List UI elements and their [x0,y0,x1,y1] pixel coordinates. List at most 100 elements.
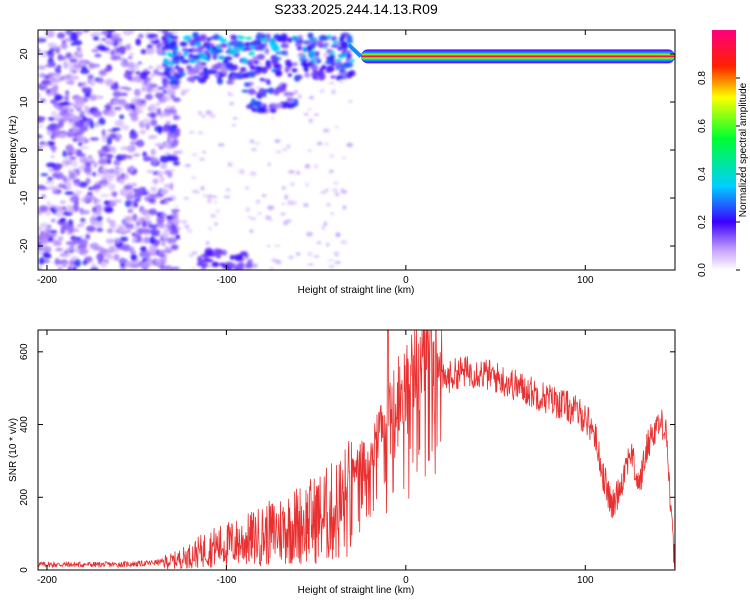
noise-cell [56,32,66,39]
cluster-cell [273,88,280,96]
noise-cell [155,65,165,70]
cluster-cell [346,71,353,79]
noise-cell [107,154,114,159]
faint-cell [334,261,342,264]
faint-cell [334,125,339,129]
cluster-cell [271,45,281,51]
noise-cell [119,178,125,185]
noise-cell [159,188,169,195]
noise-cell [135,38,142,46]
faint-cell [328,265,335,268]
cluster-cell [196,48,204,53]
cluster-cell [164,38,170,45]
noise-cell [59,217,67,223]
noise-cell [56,64,62,69]
faint-cell [271,258,278,263]
noise-cell [171,156,179,162]
cluster-cell [243,41,252,47]
noise-cell [53,85,58,91]
cluster-cell [177,67,185,74]
noise-cell [113,81,119,90]
noise-cell [124,102,131,111]
cluster-cell [186,76,196,82]
cluster-cell [260,67,268,74]
noise-cell [148,208,158,216]
low-freq-cell [196,262,204,267]
faint-cell [324,188,329,192]
noise-cell [101,129,106,137]
noise-cell [151,157,159,165]
cluster-cell [340,34,345,41]
cluster-cell [254,40,262,46]
faint-cell [266,244,271,248]
noise-cell [40,173,49,177]
noise-cell [61,39,67,45]
noise-cell [74,190,83,195]
faint-cell [290,182,295,186]
faint-cell [247,215,251,218]
cluster-cell [226,80,234,85]
faint-cell [232,117,238,120]
faint-cell [342,156,347,160]
noise-cell [52,172,61,179]
noise-cell [97,77,104,84]
cluster-cell [206,37,212,42]
cluster-cell [253,59,260,65]
noise-cell [140,246,147,253]
colorbar-ticks: 0.0 0.2 0.4 0.6 0.8 [697,71,740,277]
cluster-cell [244,82,251,88]
noise-cell [162,256,167,262]
faint-cell [335,232,341,238]
noise-cell [108,245,116,252]
cluster-cell [202,68,208,75]
cluster-cell [193,41,202,47]
noise-cell [53,102,59,108]
cluster-cell [163,79,170,84]
noise-cell [51,145,56,153]
noise-cell [82,30,90,33]
cluster-cell [183,50,189,57]
cluster-cell [267,87,275,94]
faint-cell [172,215,178,219]
noise-cell [155,249,160,256]
faint-cell [184,164,192,167]
faint-cell [207,265,213,268]
cluster-cell [291,62,299,66]
faint-cell [285,219,292,223]
noise-cell [39,230,45,237]
faint-cell [313,113,319,116]
low-freq-cell [245,262,253,269]
low-freq-cell [211,261,219,268]
noise-cell [80,62,88,67]
noise-cell [46,227,52,231]
noise-cell [132,236,137,242]
colorbar-tick-label: 0.2 [697,215,708,229]
cluster-cell [231,74,237,81]
cluster-cell [287,97,295,104]
noise-cell [114,37,123,43]
noise-cell [44,30,55,38]
noise-cell [161,95,167,104]
noise-cell [156,257,162,265]
noise-cell [63,250,69,254]
cluster-cell [328,67,335,72]
noise-cell [106,159,112,165]
cluster-cell [301,60,308,68]
cluster-cell [287,73,292,77]
noise-cell [94,53,102,58]
noise-cell [90,266,99,270]
cluster-cell [244,46,252,51]
faint-cell [184,88,192,92]
cluster-cell [337,46,344,51]
noise-cell [69,244,75,248]
noise-cell [39,222,49,229]
noise-cell [123,30,132,34]
noise-cell [112,91,122,98]
faint-cell [323,221,328,227]
faint-cell [296,252,301,256]
noise-cell [170,94,176,99]
spectrogram-y-tick-label: 20 [19,48,30,60]
noise-cell [79,145,90,150]
noise-cell [150,148,156,156]
noise-cell [127,155,133,160]
